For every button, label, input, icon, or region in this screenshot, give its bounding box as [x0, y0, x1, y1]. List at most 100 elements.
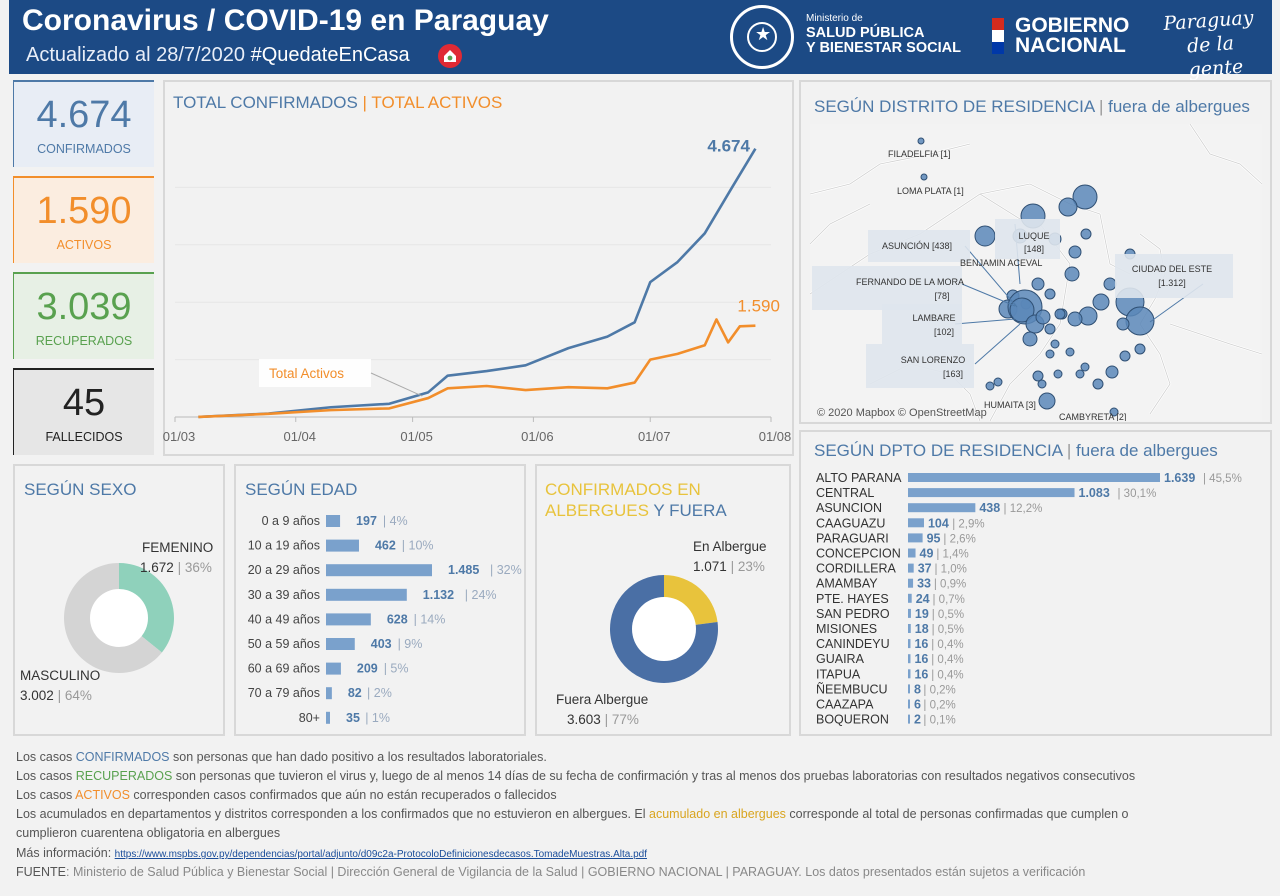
dpto-bar-chart[interactable]: ALTO PARANA 1.639 | 45,5% CENTRAL 1.083 | 30,…	[800, 466, 1270, 730]
dpto-bar	[908, 669, 911, 679]
edad-bar	[326, 662, 341, 675]
district-bubble	[1058, 197, 1078, 217]
more-info-link[interactable]: https://www.mspbs.gov.py/dependencias/po…	[114, 849, 647, 860]
edad-bar	[326, 638, 355, 650]
edad-bar	[326, 515, 341, 527]
kpi-activos-label: ACTIVOS	[56, 238, 112, 252]
district-bubble	[920, 173, 928, 181]
dpto-name: PARAGUARI	[816, 531, 889, 545]
kpi-confirmados-value: 4.674	[36, 94, 132, 136]
home-heart-icon	[438, 44, 462, 68]
map-leader-line	[974, 323, 1021, 365]
map-label-luque-box	[995, 219, 1060, 259]
map-label-asuncion-box	[868, 230, 970, 262]
district-bubble	[1044, 288, 1056, 300]
dpto-pct: | 0,5%	[932, 609, 964, 621]
map-label-humaita: HUMAITA [3]	[984, 400, 1036, 410]
map-label-fernando: FERNANDO DE LA MORA	[856, 277, 964, 287]
map-border-line	[810, 203, 871, 245]
albergue-donut-chart[interactable]	[536, 465, 790, 735]
dpto-value: 2	[914, 713, 921, 727]
district-bubble	[1031, 277, 1045, 291]
donut-hole	[632, 597, 696, 661]
sexo-donut-chart[interactable]	[14, 465, 224, 735]
district-bubble	[1050, 339, 1060, 349]
footer-line-3: Los casos ACTIVOS corresponden casos con…	[16, 788, 557, 802]
district-bubble	[1075, 369, 1085, 379]
activos-end-label: 1.590	[737, 297, 780, 316]
edad-category: 30 a 39 años	[248, 588, 320, 602]
dpto-value: 95	[927, 531, 941, 545]
district-bubble	[1105, 365, 1119, 379]
dpto-name: CANINDEYU	[816, 637, 890, 651]
map-label-cambyreta: CAMBYRETA [2]	[1059, 412, 1126, 421]
masc-pct: 64%	[64, 688, 92, 703]
dpto-value: 16	[914, 637, 928, 651]
edad-bar-chart[interactable]: 0 a 9 años 197 | 4% 10 a 19 años 462 | 10% 20 …	[235, 500, 525, 734]
edad-value: 628	[387, 612, 408, 626]
district-bubble	[993, 377, 1003, 387]
confirmados-end-label: 4.674	[707, 137, 750, 156]
kpi-fallecidos[interactable]: 45 FALLECIDOS	[13, 368, 154, 455]
kpi-confirmados[interactable]: 4.674 CONFIRMADOS	[13, 80, 154, 167]
seal-ring	[747, 22, 777, 52]
dpto-bar	[908, 503, 976, 513]
district-bubble	[1064, 266, 1080, 282]
sexo-masc-label: MASCULINO	[20, 668, 101, 683]
map-title-sub: fuera de albergues	[1108, 97, 1250, 116]
sexo-fem-value: 1.672 | 36%	[140, 560, 212, 575]
dpto-pct: | 12,2%	[1004, 503, 1043, 515]
kpi-recuperados[interactable]: 3.039 RECUPERADOS	[13, 272, 154, 359]
district-bubble	[1038, 392, 1056, 410]
edad-title: SEGÚN EDAD	[245, 480, 358, 499]
dpto-value: 16	[914, 652, 928, 666]
map-leader-line	[954, 318, 1016, 325]
edad-category: 50 a 59 años	[248, 637, 320, 651]
district-map[interactable]: FILADELFIA [1] LOMA PLATA [1] ASUNCIÓN [43…	[810, 124, 1262, 421]
edad-category: 70 a 79 años	[248, 686, 320, 700]
footer-line-6: Más información: https://www.mspbs.gov.p…	[16, 846, 647, 860]
map-border-line	[810, 143, 971, 195]
dpto-name: PTE. HAYES	[816, 592, 889, 606]
albergues-term: acumulado en albergues	[649, 807, 786, 821]
kpi-activos[interactable]: 1.590 ACTIVOS	[13, 176, 154, 263]
edad-bar	[326, 539, 359, 552]
albergue-en-label: En Albergue	[693, 539, 767, 554]
edad-pct: | 2%	[367, 686, 392, 700]
footer-line-5: cumplieron cuarentena obligatoria en alb…	[16, 826, 281, 840]
dpto-bar	[908, 624, 911, 633]
dpto-name: CAAZAPA	[816, 698, 874, 712]
updated-text: Actualizado al 28/7/2020 #QuedateEnCasa	[26, 44, 410, 67]
dpto-value: 16	[914, 667, 928, 681]
kpi-fallecidos-value: 45	[62, 382, 106, 424]
edad-category: 0 a 9 años	[262, 514, 320, 528]
dpto-value: 6	[914, 698, 921, 712]
timeline-chart[interactable]: 01/03 01/04 01/05 01/06 01/07 01/08 4.674 1.590…	[163, 80, 794, 456]
map-label-san-lorenzo-box	[866, 344, 974, 388]
source-text: : Ministerio de Salud Pública y Bienesta…	[66, 865, 1086, 879]
map-leader-line	[964, 245, 1018, 308]
dpto-bar	[908, 684, 910, 694]
flag-icon	[992, 18, 1004, 54]
dpto-value: 18	[915, 622, 929, 636]
dpto-bar	[908, 533, 923, 543]
dpto-bar	[908, 563, 914, 573]
edad-value: 1.132	[423, 588, 454, 602]
dpto-pct: | 0,2%	[923, 700, 955, 712]
dpto-bar	[908, 654, 911, 664]
albergue-title-line1: CONFIRMADOS EN	[545, 480, 701, 499]
map-label-san-lorenzo: SAN LORENZO	[901, 355, 966, 365]
edad-pct: | 1%	[365, 711, 390, 725]
dpto-name: ASUNCION	[816, 501, 882, 515]
ministerio-small: Ministerio de	[806, 13, 863, 24]
dpto-bar	[908, 608, 911, 618]
dpto-pct: | 2,9%	[952, 518, 984, 530]
edad-bar	[326, 613, 371, 626]
slogan-line2: de la gente	[1186, 32, 1244, 82]
edad-category: 80+	[299, 711, 320, 725]
map-title-main: SEGÚN DISTRITO DE RESIDENCIA	[814, 97, 1095, 116]
x-tick-label: 01/05	[400, 429, 433, 444]
hashtag[interactable]: #QuedateEnCasa	[250, 44, 410, 66]
dpto-title-sub: fuera de albergues	[1076, 441, 1218, 460]
district-bubble	[1068, 245, 1082, 259]
